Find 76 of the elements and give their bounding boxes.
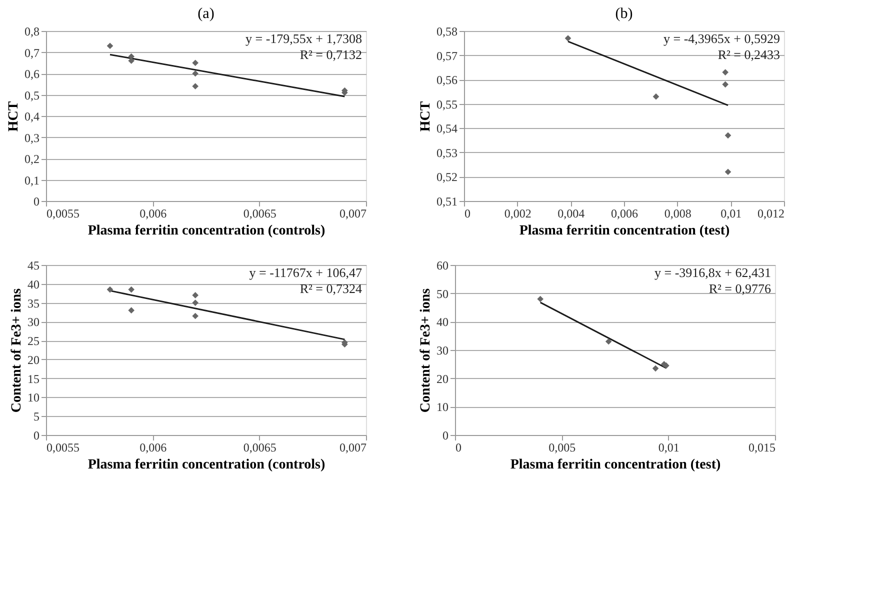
x-axis-title: Plasma ferritin concentration (test): [519, 224, 730, 238]
y-tick-label: 0,57: [436, 48, 458, 63]
x-axis-title: Plasma ferritin concentration (controls): [88, 224, 326, 238]
y-tick-label: 20: [28, 352, 40, 367]
y-tick-label: 30: [28, 315, 40, 330]
annotation: R² = 0,2433: [718, 47, 780, 62]
x-tick-label: 0,007: [340, 440, 366, 454]
point: [724, 168, 732, 176]
x-tick-label: 0,0065: [243, 440, 276, 454]
y-tick-label: 10: [28, 390, 40, 405]
chart-title: (a): [198, 6, 214, 22]
x-tick-label: 0,004: [558, 206, 585, 220]
y-tick-label: 10: [436, 400, 448, 414]
y-tick-label: 0,7: [24, 46, 40, 60]
x-tick-label: 0,008: [664, 206, 692, 220]
x-axis-title: Plasma ferritin concentration (controls): [88, 458, 326, 472]
x-tick-label: 0,01: [658, 440, 680, 454]
y-tick-label: 60: [436, 258, 448, 272]
y-tick-label: 0,53: [436, 146, 458, 160]
y-tick-label: 0,1: [24, 173, 40, 188]
y-axis-title: Content of Fe3+ ions: [418, 288, 434, 413]
y-tick-label: 0,2: [24, 152, 40, 166]
x-tick-label: 0,007: [340, 206, 366, 220]
point: [724, 132, 732, 139]
y-tick-label: 0,5: [24, 88, 40, 102]
annotation: y = -3916,8x + 62,431: [654, 265, 771, 280]
x-tick-label: 0,005: [548, 440, 576, 454]
x-tick-label: 0,0065: [243, 206, 276, 220]
point: [722, 81, 728, 88]
x-tick-label: 0,0055: [46, 206, 80, 220]
y-tick-label: 0,54: [436, 122, 458, 136]
y-tick-label: 0: [34, 428, 40, 442]
y-tick-label: 0,56: [436, 73, 458, 88]
y-tick-label: 0,51: [436, 194, 458, 208]
y-tick-label: 20: [436, 372, 448, 386]
y-tick-label: 5: [34, 410, 40, 424]
y-tick-label: 45: [28, 258, 40, 272]
y-tick-label: 0,55: [436, 97, 458, 112]
y-tick-label: 50: [436, 286, 448, 301]
y-tick-label: 0,52: [436, 170, 458, 184]
y-axis-title: Content of Fe3+ ions: [10, 288, 24, 413]
y-tick-label: 0,3: [24, 130, 40, 145]
y-tick-label: 40: [28, 277, 40, 292]
y-tick-label: 35: [28, 296, 40, 310]
x-tick-label: 0,0055: [46, 440, 80, 454]
annotation: R² = 0,7132: [300, 47, 362, 62]
y-tick-label: 25: [28, 334, 40, 348]
y-axis-title: HCT: [418, 100, 434, 132]
x-tick-label: 0,015: [748, 440, 776, 454]
y-axis-title: HCT: [6, 100, 22, 132]
x-tick-label: 0,006: [611, 206, 638, 220]
point: [652, 93, 660, 100]
y-tick-label: 0,4: [24, 110, 40, 124]
y-tick-label: 15: [28, 372, 40, 386]
y-tick-label: 0,6: [24, 67, 40, 81]
annotation: y = -179,55x + 1,7308: [246, 31, 362, 46]
y-tick-label: 0,58: [436, 24, 458, 38]
x-tick-label: 0,012: [758, 206, 784, 220]
x-axis-title: Plasma ferritin concentration (test): [510, 458, 721, 472]
point: [722, 69, 728, 76]
chart-title: (b): [615, 6, 633, 22]
y-tick-label: 30: [436, 344, 448, 358]
y-tick-label: 40: [436, 315, 448, 330]
x-tick-label: 0,002: [504, 206, 532, 220]
point: [564, 35, 572, 42]
x-tick-label: 0: [464, 206, 470, 220]
annotation: R² = 0,9776: [708, 281, 772, 296]
y-tick-label: 0,8: [24, 24, 40, 38]
annotation: R² = 0,7324: [300, 281, 362, 296]
annotation: y = -4,3965x + 0,5929: [664, 31, 780, 46]
y-tick-label: 0: [34, 194, 40, 208]
x-tick-label: 0,006: [140, 440, 167, 454]
y-tick-label: 0: [442, 428, 448, 442]
x-tick-label: 0,006: [140, 206, 167, 220]
x-tick-label: 0,01: [720, 206, 742, 220]
annotation: y = -11767x + 106,47: [249, 265, 362, 280]
